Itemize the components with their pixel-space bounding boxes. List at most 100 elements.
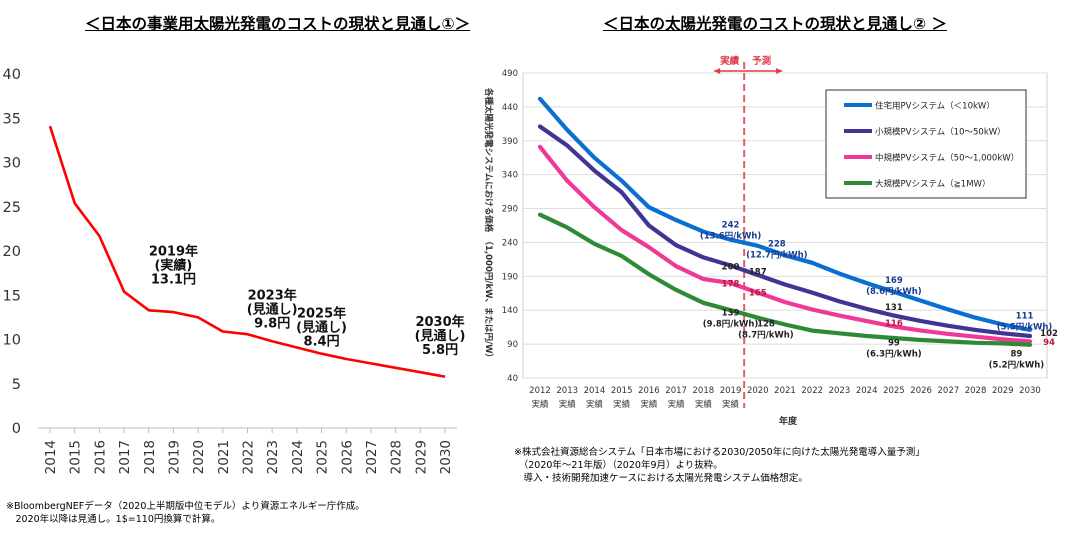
left-chart-note: ※BloombergNEFデータ（2020上半期版中位モデル）より資源エネルギー… [6, 500, 365, 526]
annotation-line: 2025年 [297, 305, 346, 321]
x-tick-label: 2029 [992, 386, 1014, 396]
x-tick-sublabel: 実績 [640, 399, 658, 410]
y-tick-label: 10 [3, 333, 21, 349]
x-axis-title: 年度 [779, 415, 798, 427]
x-tick-label: 2012 [529, 386, 551, 396]
annotation-line: 200 [722, 263, 740, 273]
annotation-line: 102 [1040, 329, 1058, 339]
x-tick-label: 2023 [829, 386, 851, 396]
x-tick-label: 2024 [856, 386, 878, 396]
year-annotation: 2030年(見通し)5.8円 [415, 314, 466, 358]
legend-label: 中規模PVシステム（50～1,000kW） [875, 153, 1019, 164]
y-tick-label: 90 [507, 340, 518, 350]
value-annotation: 165 [749, 288, 767, 298]
x-tick-label: 2017 [665, 386, 687, 396]
x-tick-sublabel: 実績 [531, 399, 549, 410]
legend-box [825, 89, 1027, 199]
annotation-line: 187 [749, 267, 767, 277]
actual-label: 実績 [720, 55, 740, 67]
x-tick-label: 2026 [339, 440, 355, 474]
annotation-line: 116 [885, 319, 903, 329]
divider-arrow-left [714, 68, 721, 74]
annotation-line: (8.7円/kWh) [738, 330, 794, 340]
value-annotation: 99(6.3円/kWh) [866, 338, 922, 359]
x-tick-label: 2018 [693, 386, 715, 396]
x-tick-sublabel: 実績 [586, 399, 604, 410]
y-axis-title: 各種太陽光発電システムにおける価格 （1,000円/kW、または円/W） [483, 87, 494, 362]
value-annotation: 242(13.6円/kWh) [700, 221, 762, 242]
annotation-line: (13.6円/kWh) [700, 232, 762, 242]
y-tick-label: 5 [12, 377, 21, 393]
y-tick-label: 0 [12, 421, 21, 437]
annotation-line: 5.8円 [422, 343, 458, 358]
forecast-label: 予測 [752, 55, 771, 67]
y-tick-label: 25 [3, 200, 21, 216]
y-tick-label: 40 [3, 67, 21, 83]
annotation-line: 2030年 [415, 314, 464, 330]
y-tick-label: 340 [502, 171, 518, 181]
divider-arrow-right [776, 68, 783, 74]
annotation-line: 2019年 [149, 243, 198, 259]
y-tick-label: 140 [502, 306, 518, 316]
annotation-line: (6.3円/kWh) [866, 349, 922, 359]
annotation-line: (9.8円/kWh) [703, 320, 759, 330]
annotation-line: 99 [888, 338, 900, 348]
value-annotation: 128(8.7円/kWh) [738, 319, 794, 340]
legend-label: 大規模PVシステム（≧1MW） [875, 179, 990, 190]
price-series-line [537, 96, 1033, 332]
x-tick-label: 2028 [389, 440, 405, 474]
x-tick-sublabel: 実績 [559, 399, 577, 410]
x-tick-label: 2015 [68, 440, 84, 474]
x-tick-label: 2025 [883, 386, 905, 396]
x-tick-label: 2014 [584, 386, 606, 396]
x-tick-label: 2017 [117, 440, 133, 474]
annotation-line: 139 [722, 309, 740, 319]
legend-label: 住宅用PVシステム（＜10kW） [875, 101, 995, 112]
y-tick-label: 15 [3, 288, 21, 304]
price-series-line [537, 144, 1033, 344]
price-series-line [537, 124, 1033, 339]
year-annotation: 2025年(見通し)8.4円 [296, 305, 347, 349]
y-tick-label: 40 [507, 374, 518, 384]
x-tick-label: 2024 [290, 440, 306, 474]
right-chart-title: ＜日本の太陽光発電のコストの現状と見通し② ＞ [603, 15, 948, 33]
left-note-line: 2020年以降は見通し。1$=110円換算で計算。 [6, 514, 221, 525]
value-annotation: 228(12.7円/kWh) [746, 240, 808, 261]
annotation-line: 13.1円 [151, 272, 196, 287]
x-tick-label: 2030 [1019, 386, 1041, 396]
value-annotation: 116 [885, 319, 903, 329]
x-tick-label: 2016 [638, 386, 660, 396]
annotation-line: (実績) [154, 257, 192, 273]
left-chart-title: ＜日本の事業用太陽光発電のコストの現状と見通し①＞ [85, 15, 471, 33]
annotation-line: 128 [757, 319, 775, 329]
x-tick-label: 2021 [216, 440, 232, 474]
value-annotation: 89(5.2円/kWh) [989, 349, 1045, 370]
x-tick-label: 2020 [191, 440, 207, 474]
x-tick-label: 2022 [801, 386, 823, 396]
legend-label: 小規模PVシステム（10～50kW） [875, 127, 1006, 138]
x-tick-label: 2019 [720, 386, 742, 396]
y-tick-label: 290 [502, 205, 518, 215]
annotation-line: 94 [1043, 338, 1055, 348]
x-tick-sublabel: 実績 [668, 399, 686, 410]
year-annotation: 2019年(実績)13.1円 [149, 243, 198, 287]
y-tick-label: 240 [502, 238, 518, 248]
x-tick-label: 2023 [265, 440, 281, 474]
year-annotation: 2023年(見通し)9.8円 [247, 288, 298, 332]
annotation-line: (見通し) [415, 328, 466, 344]
right-note-line: ※株式会社資源総合システム「日本市場における2030/2050年に向けた太陽光発… [514, 447, 925, 458]
x-tick-label: 2013 [556, 386, 578, 396]
x-tick-label: 2015 [611, 386, 633, 396]
x-tick-label: 2019 [166, 440, 182, 474]
annotation-line: (見通し) [296, 319, 347, 335]
annotation-line: (8.6円/kWh) [866, 287, 922, 297]
value-annotation: 102 [1040, 329, 1058, 339]
annotation-line: 111 [1016, 311, 1034, 321]
cost-line [48, 125, 446, 378]
right-note-line: （2020年～21年版）（2020年9月）より抜粋。 [514, 460, 723, 471]
x-tick-label: 2021 [774, 386, 796, 396]
annotation-line: (見通し) [247, 302, 298, 318]
price-series-line [537, 212, 1033, 347]
annotation-line: 131 [885, 303, 903, 313]
x-tick-sublabel: 実績 [695, 399, 713, 410]
